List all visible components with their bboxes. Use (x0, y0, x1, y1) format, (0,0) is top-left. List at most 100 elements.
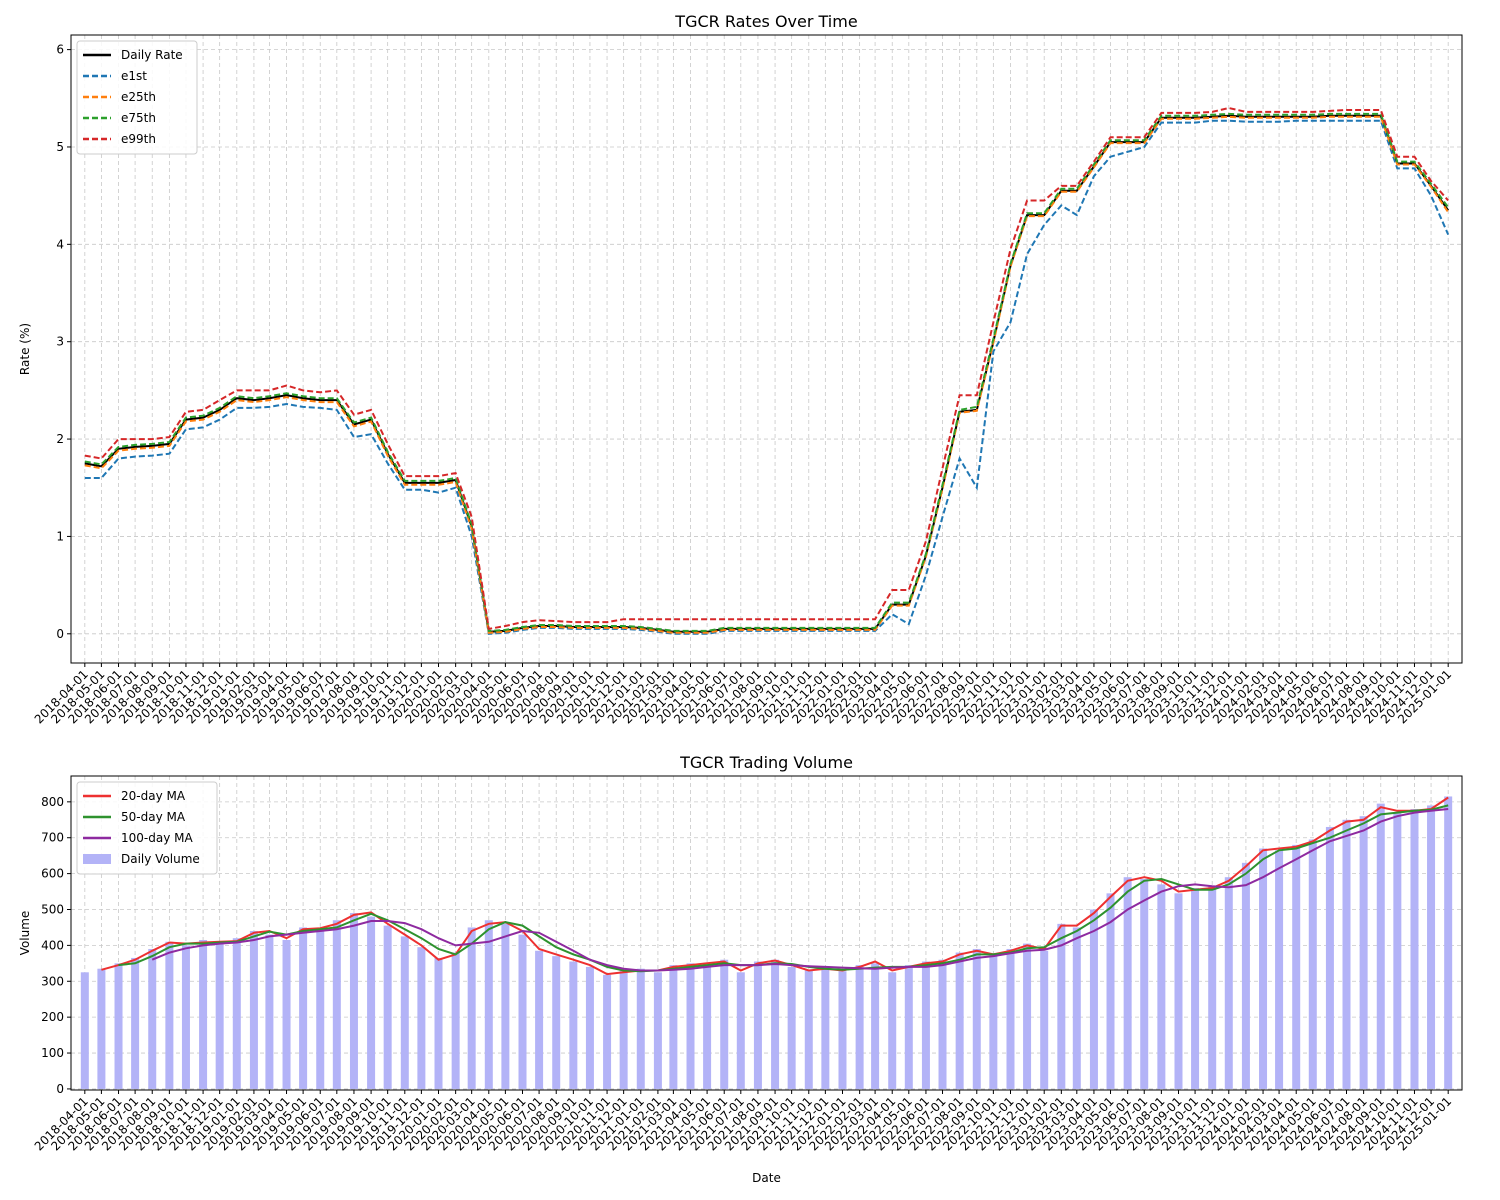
volume-bar (1106, 893, 1115, 1089)
volume-bar (383, 925, 392, 1089)
volume-bar (1393, 812, 1402, 1089)
legend-label: 100-day MA (121, 831, 193, 845)
volume-bar (838, 971, 847, 1089)
legend-label: Daily Volume (121, 852, 200, 866)
legend-label: 20-day MA (121, 789, 186, 803)
y-tick-label: 300 (41, 974, 64, 988)
volume-bar (148, 948, 157, 1089)
volume-bar (199, 939, 208, 1089)
volume-bar (232, 938, 241, 1089)
volume-bar (181, 945, 190, 1089)
volume-bar (467, 927, 476, 1089)
volume-bar (1376, 803, 1385, 1089)
volume-bar (249, 931, 258, 1089)
y-tick-label: 5 (56, 140, 64, 154)
volume-bar (686, 963, 695, 1089)
y-tick-label: 600 (41, 867, 64, 881)
volume-bar (1089, 909, 1098, 1089)
volume-bar (265, 934, 274, 1089)
volume-bar (518, 934, 527, 1089)
volume-bar (1191, 887, 1200, 1089)
volume-bar (367, 916, 376, 1089)
volume-bar (1140, 878, 1149, 1089)
volume-bar (501, 923, 510, 1089)
chart-title: TGCR Rates Over Time (674, 12, 857, 31)
volume-bar (1410, 809, 1419, 1089)
y-tick-label: 3 (56, 335, 64, 349)
volume-bar (821, 967, 830, 1089)
legend-label: e25th (121, 90, 156, 104)
volume-bar (955, 952, 964, 1089)
volume-bar (349, 913, 358, 1089)
y-tick-label: 4 (56, 237, 64, 251)
y-axis-label: Volume (18, 911, 32, 956)
volume-bar (1325, 826, 1334, 1089)
legend-box (76, 40, 198, 155)
x-axis-label: Date (752, 1171, 781, 1185)
legend-label: 50-day MA (121, 810, 186, 824)
volume-bar (282, 939, 291, 1089)
volume-bar (1308, 839, 1317, 1089)
volume-bar (771, 959, 780, 1089)
volume-bar (1174, 893, 1183, 1089)
volume-bar (332, 920, 341, 1089)
volume-bar (1275, 850, 1284, 1089)
y-tick-label: 800 (41, 795, 64, 809)
volume-bar (80, 972, 89, 1089)
volume-bar (165, 941, 174, 1089)
y-tick-label: 200 (41, 1010, 64, 1024)
volume-bar (552, 956, 561, 1089)
volume-bar (1359, 816, 1368, 1089)
volume-bar (569, 961, 578, 1089)
y-tick-label: 0 (56, 627, 64, 641)
chart-title: TGCR Trading Volume (679, 753, 853, 772)
volume-bar (1224, 877, 1233, 1089)
volume-bar (299, 927, 308, 1089)
volume-bar (434, 957, 443, 1089)
legend-swatch (83, 854, 111, 864)
series-line (151, 808, 1449, 972)
y-tick-label: 0 (56, 1082, 64, 1096)
volume-bar (215, 943, 224, 1089)
y-tick-label: 2 (56, 432, 64, 446)
volume-bar (653, 972, 662, 1089)
volume-bar (871, 963, 880, 1089)
series-line (101, 796, 1449, 976)
y-axis-label: Rate (%) (18, 323, 32, 375)
legend-label: Daily Rate (121, 48, 183, 62)
legend-box (76, 781, 218, 875)
legend-label: e75th (121, 111, 156, 125)
y-tick-label: 500 (41, 902, 64, 916)
volume-bar (1023, 943, 1032, 1089)
volume-bar (1292, 844, 1301, 1089)
legend-label: e1st (121, 69, 147, 83)
plot-frame (70, 34, 1463, 664)
volume-bar (316, 929, 325, 1089)
volume-bar (1342, 819, 1351, 1089)
volume-bar (585, 966, 594, 1089)
volume-bar (1072, 927, 1081, 1089)
volume-bar (753, 961, 762, 1089)
volume-bar (1006, 948, 1015, 1089)
volume-bar (1057, 923, 1066, 1089)
volume-bar (484, 920, 493, 1089)
volume-bar (703, 965, 712, 1089)
volume-bar (619, 970, 628, 1089)
volume-bar (97, 968, 106, 1089)
volume-bar (904, 965, 913, 1089)
volume-bar (1427, 805, 1436, 1089)
volume-bar (1241, 862, 1250, 1089)
volume-bar (787, 966, 796, 1089)
volume-bar (1444, 796, 1453, 1089)
volume-bar (804, 970, 813, 1089)
volume-bar (855, 965, 864, 1089)
volume-bar (989, 956, 998, 1089)
volume-bar (921, 961, 930, 1089)
volume-bar (451, 952, 460, 1089)
series-line (84, 106, 1449, 631)
volume-bar (720, 959, 729, 1089)
volume-bar (1157, 884, 1166, 1089)
series-line (84, 115, 1450, 634)
